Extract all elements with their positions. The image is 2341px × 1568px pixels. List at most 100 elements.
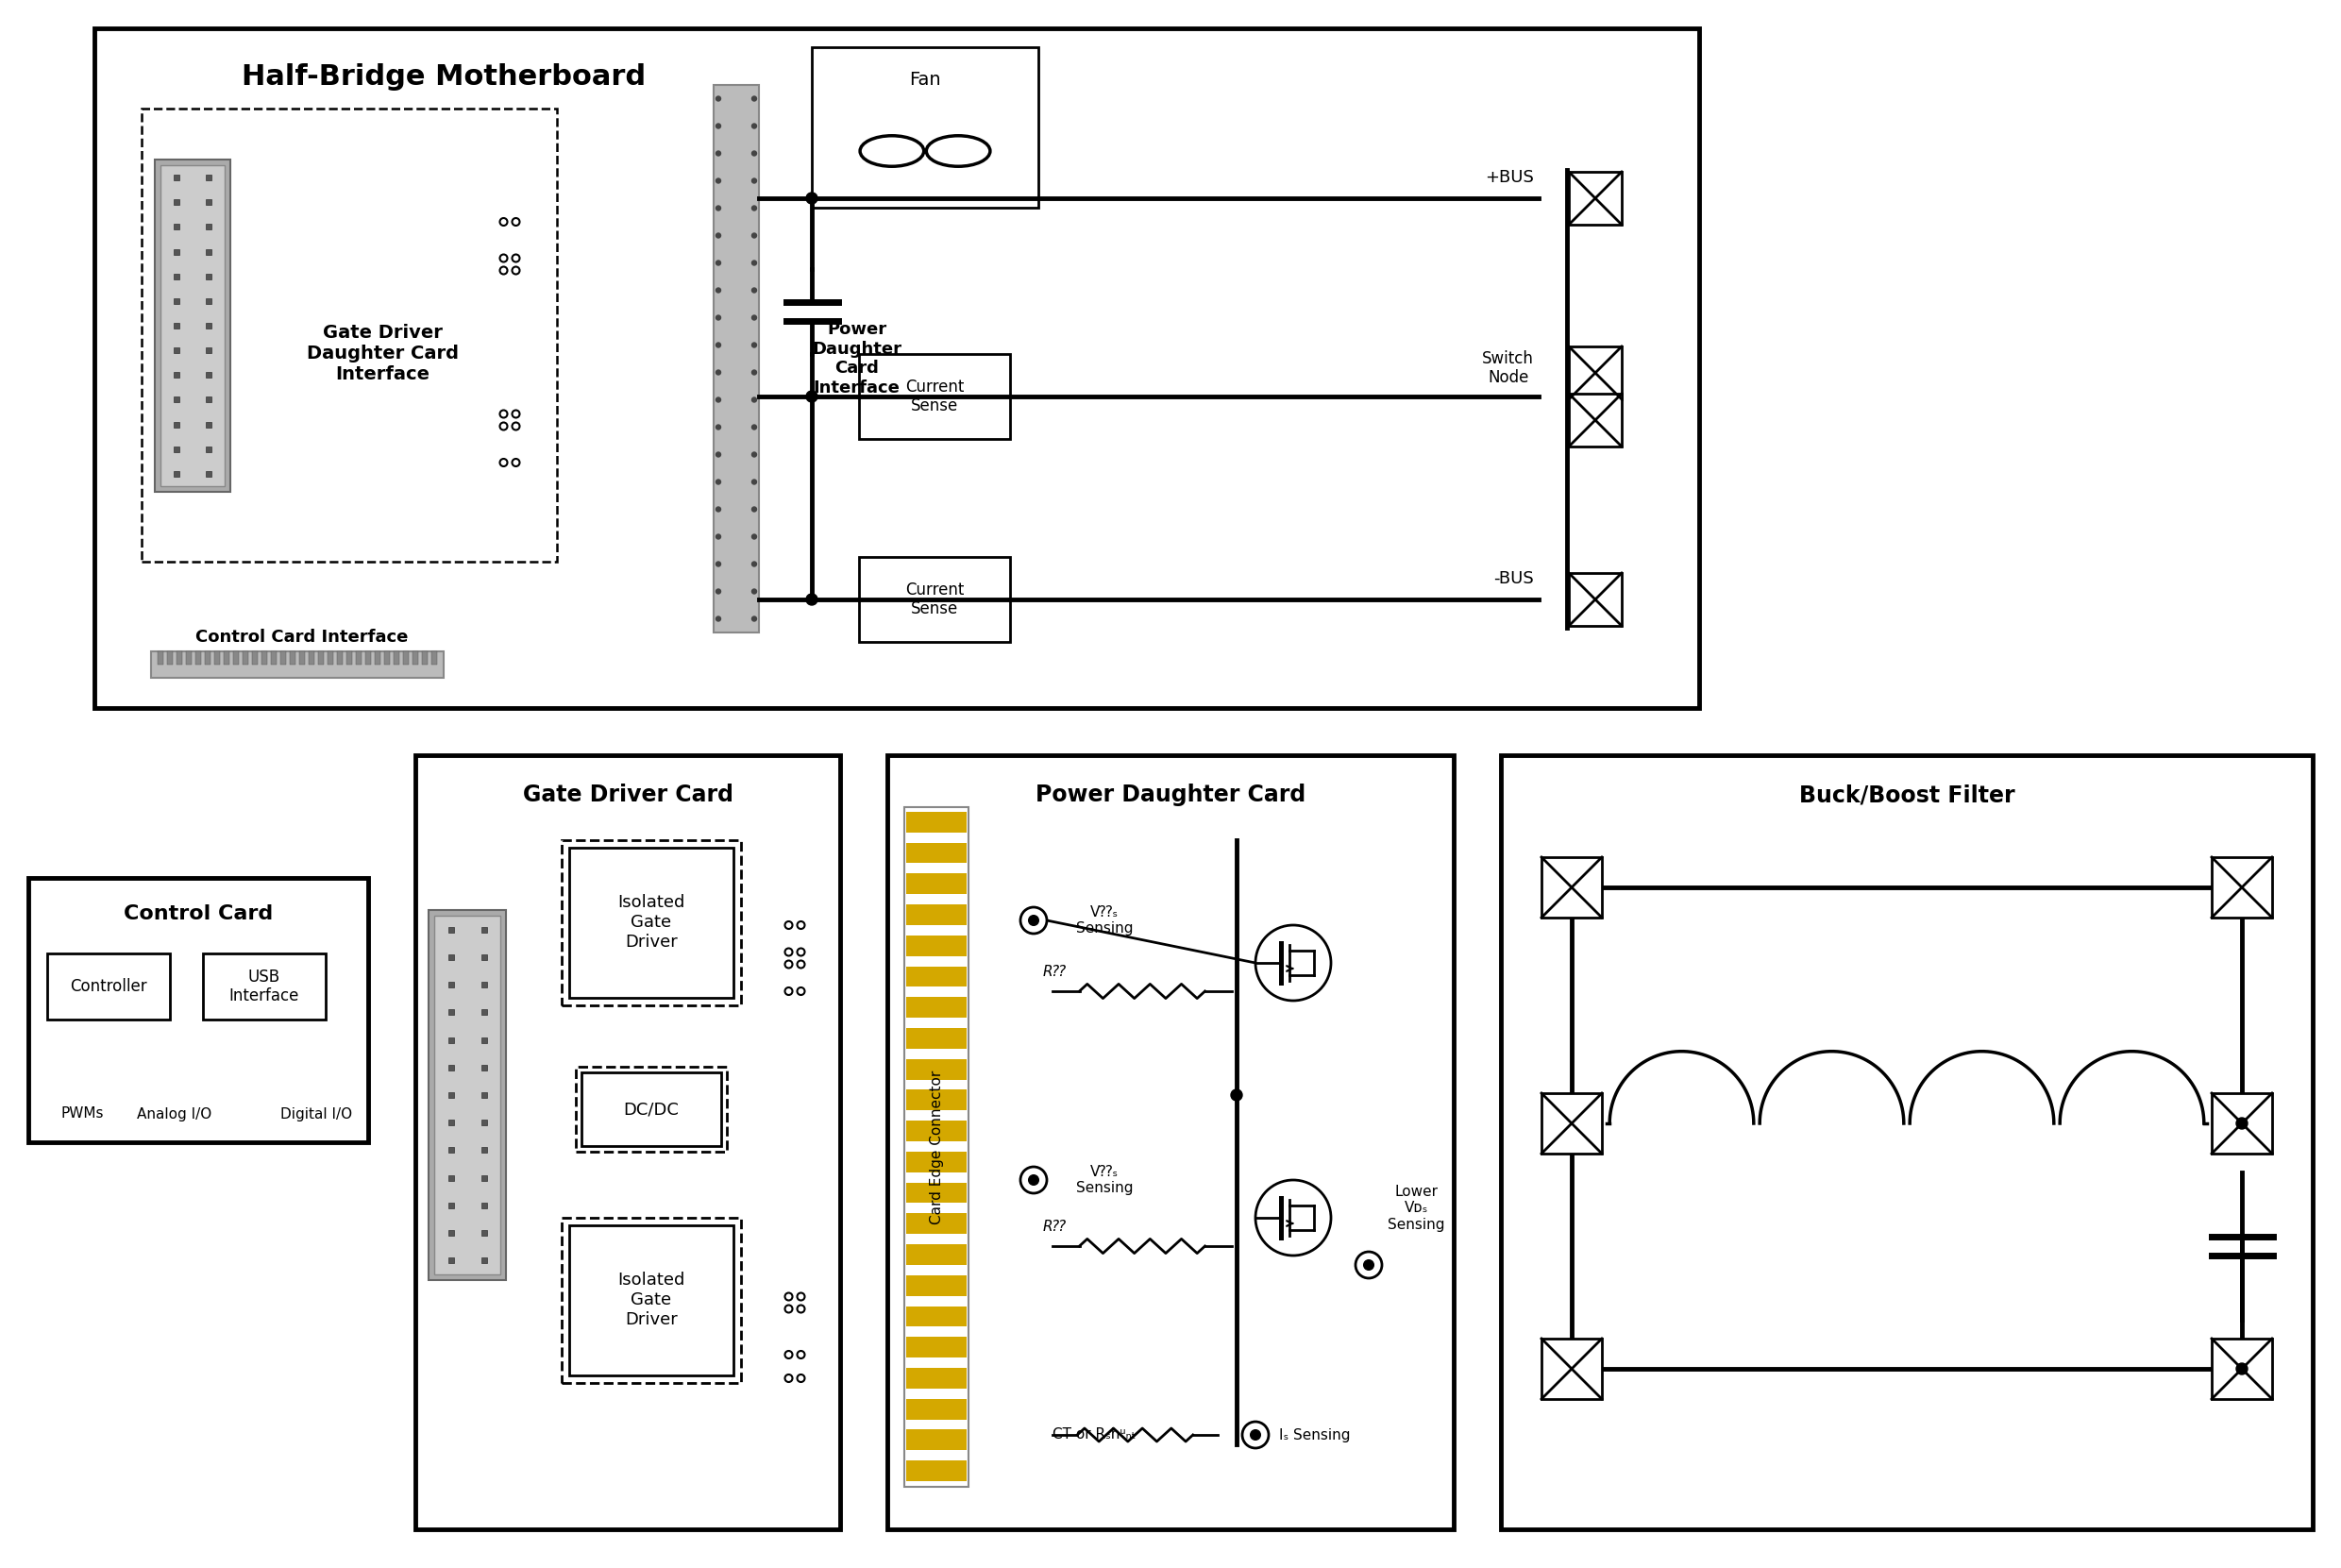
Text: Power
Daughter
Card
Interface: Power Daughter Card Interface [812, 321, 901, 397]
Bar [480, 1203, 487, 1209]
Bar [225, 651, 229, 665]
Bar [194, 651, 201, 665]
Circle shape [1255, 1181, 1332, 1256]
Bar [714, 85, 758, 632]
Bar [28, 878, 368, 1142]
Text: V⁇ₛ
Sensing: V⁇ₛ Sensing [1077, 905, 1133, 936]
Bar [173, 470, 180, 477]
Bar [375, 651, 379, 665]
Bar [1568, 347, 1622, 400]
Bar [906, 842, 967, 864]
Circle shape [1028, 1174, 1039, 1185]
Bar [403, 651, 410, 665]
Circle shape [716, 179, 721, 183]
Circle shape [1250, 1430, 1259, 1439]
Bar [431, 651, 438, 665]
Bar [480, 1174, 487, 1181]
Bar [281, 651, 286, 665]
Bar [173, 273, 180, 279]
Text: R⁇: R⁇ [1044, 1220, 1065, 1234]
Bar [447, 1120, 454, 1126]
Text: Isolated
Gate
Driver: Isolated Gate Driver [618, 1272, 686, 1328]
Bar [447, 1010, 454, 1014]
Circle shape [805, 193, 817, 204]
Text: Gate Driver Card: Gate Driver Card [522, 784, 733, 806]
Circle shape [798, 1305, 805, 1312]
Circle shape [501, 422, 508, 430]
Bar [480, 1258, 487, 1264]
Bar [393, 651, 400, 665]
Circle shape [751, 315, 756, 320]
Circle shape [805, 594, 817, 605]
Bar [152, 651, 445, 677]
Bar [356, 651, 361, 665]
Bar [173, 397, 180, 403]
Circle shape [716, 425, 721, 430]
Circle shape [1028, 916, 1039, 925]
Bar [412, 651, 419, 665]
Bar [906, 1275, 967, 1295]
Bar [290, 651, 295, 665]
Bar [447, 1174, 454, 1181]
Bar [433, 916, 501, 1275]
Circle shape [2236, 1363, 2247, 1375]
Bar [906, 966, 967, 986]
Circle shape [501, 254, 508, 262]
Circle shape [784, 1375, 794, 1381]
Circle shape [751, 96, 756, 100]
Bar [447, 1231, 454, 1236]
Circle shape [1243, 1422, 1269, 1449]
Circle shape [798, 988, 805, 996]
Circle shape [798, 1375, 805, 1381]
Circle shape [784, 922, 794, 928]
Bar [234, 651, 239, 665]
Bar [206, 372, 211, 378]
Text: Analog I/O: Analog I/O [138, 1107, 213, 1121]
Bar [206, 199, 211, 205]
Bar [480, 955, 487, 960]
Circle shape [1255, 925, 1332, 1000]
Bar [480, 1120, 487, 1126]
Bar [480, 1231, 487, 1236]
Bar [206, 447, 211, 452]
Text: Buck/Boost Filter: Buck/Boost Filter [1798, 784, 2016, 806]
Text: Gate Driver
Daughter Card
Interface: Gate Driver Daughter Card Interface [307, 325, 459, 384]
Bar [906, 1460, 967, 1482]
Text: Digital I/O: Digital I/O [281, 1107, 351, 1121]
Bar [480, 1093, 487, 1098]
Circle shape [751, 480, 756, 485]
Bar [1540, 858, 1601, 917]
Text: Controller: Controller [70, 978, 147, 996]
Circle shape [716, 452, 721, 456]
Circle shape [716, 151, 721, 155]
Text: -BUS: -BUS [1494, 571, 1533, 586]
Bar [906, 1090, 967, 1110]
Bar [904, 808, 969, 1486]
Bar [176, 651, 183, 665]
Circle shape [716, 315, 721, 320]
Text: +BUS: +BUS [1484, 169, 1533, 187]
Circle shape [513, 254, 520, 262]
Circle shape [716, 289, 721, 293]
Circle shape [798, 1294, 805, 1300]
Bar [94, 28, 1700, 709]
Bar [206, 249, 211, 254]
Bar [562, 840, 742, 1005]
Bar [173, 249, 180, 254]
Circle shape [716, 370, 721, 375]
Bar [47, 953, 171, 1019]
Bar [906, 1367, 967, 1389]
Circle shape [716, 343, 721, 348]
Bar [157, 651, 164, 665]
Bar [447, 1036, 454, 1043]
Text: PWMs: PWMs [61, 1107, 105, 1121]
Circle shape [805, 390, 817, 401]
Bar [414, 756, 840, 1529]
Circle shape [751, 506, 756, 511]
Bar [576, 1066, 726, 1151]
Bar [173, 199, 180, 205]
Circle shape [716, 205, 721, 210]
Bar [447, 927, 454, 933]
Circle shape [716, 506, 721, 511]
Bar [173, 174, 180, 180]
